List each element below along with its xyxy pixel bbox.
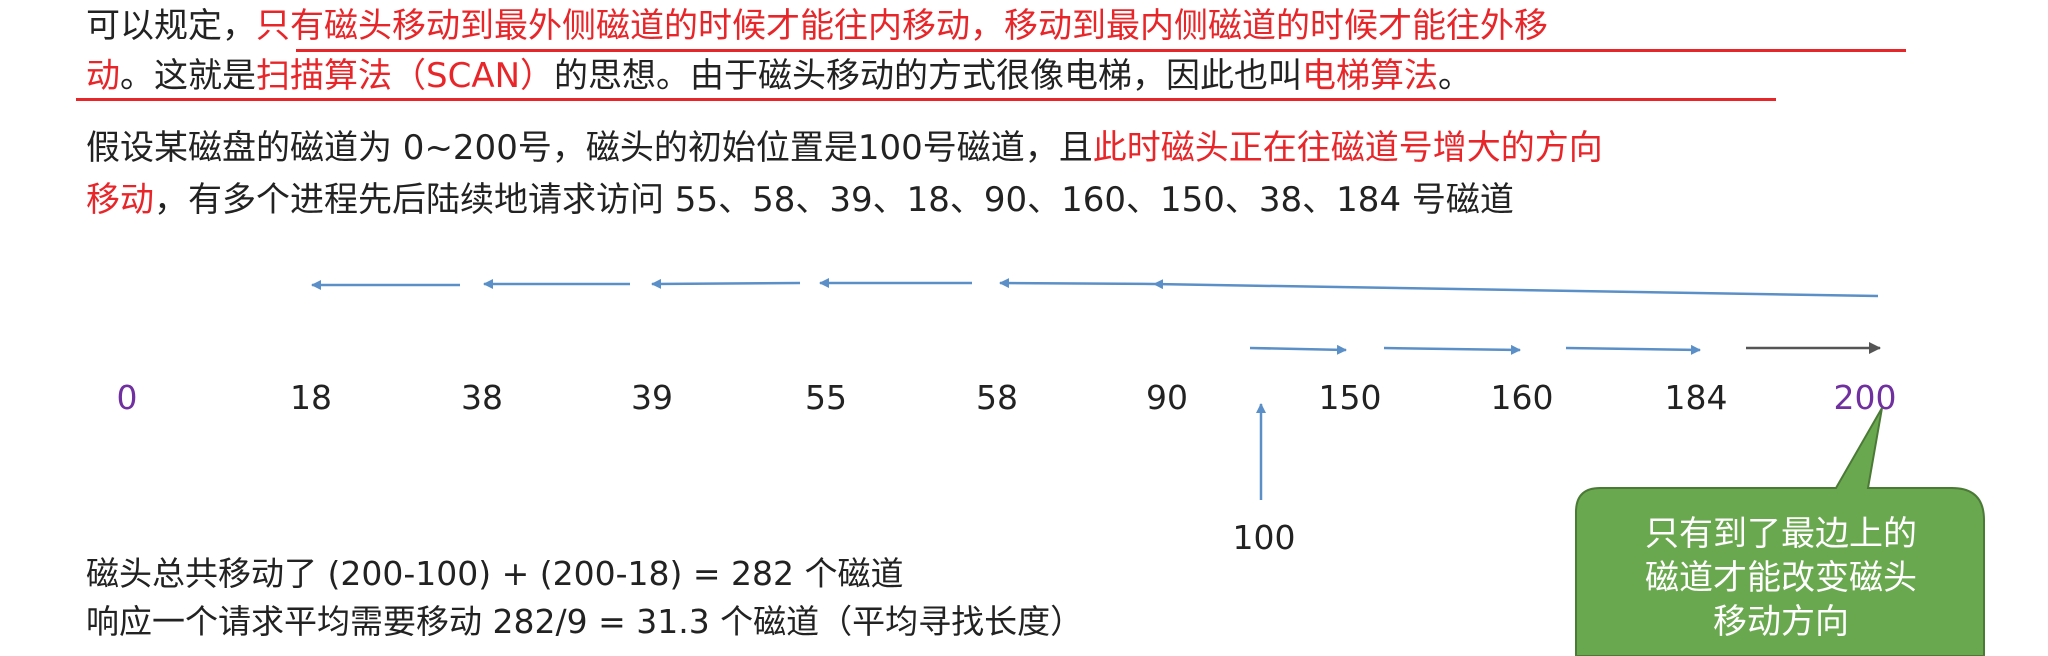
callout-line: 移动方向: [1713, 602, 1849, 642]
track-label-200: 200: [1833, 378, 1897, 417]
intro-highlight: 动: [86, 56, 120, 96]
track-label-55: 55: [805, 378, 847, 417]
problem-highlight: 此时磁头正在往磁道号增大的方向: [1092, 128, 1603, 168]
summary-average: 响应一个请求平均需要移动 282/9 = 31.3 个磁道（平均寻找长度）: [86, 602, 1084, 641]
callout-line: 磁道才能改变磁头: [1645, 558, 1917, 598]
underline-1: [296, 49, 1906, 52]
move-arrow-150-160: [1383, 344, 1521, 355]
intro-line-2: 动。这就是扫描算法（SCAN）的思想。由于磁头移动的方式很像电梯，因此也叫电梯算…: [86, 56, 1472, 96]
problem-line-2: 移动，有多个进程先后陆续地请求访问 55、58、39、18、90、160、150…: [86, 180, 1514, 220]
move-arrow-100-150: [1249, 344, 1347, 355]
track-label-0: 0: [116, 378, 138, 417]
intro-text: 。这就是: [120, 56, 256, 96]
intro-text: 。: [1438, 56, 1473, 96]
track-label-39: 39: [631, 378, 673, 417]
intro-text: 可以规定，: [86, 6, 256, 46]
intro-line-1: 可以规定，只有磁头移动到最外侧磁道的时候才能往内移动，移动到最内侧磁道的时候才能…: [86, 6, 1548, 46]
track-label-18: 18: [290, 378, 332, 417]
intro-highlight: 只有磁头移动到最外侧磁道的时候才能往内移动，移动到最内侧磁道的时候才能往外移: [256, 6, 1548, 46]
track-label-150: 150: [1318, 378, 1382, 417]
elevator-algorithm-term: 电梯算法: [1302, 56, 1439, 96]
problem-text: 假设某磁盘的磁道为 0~200号，磁头的初始位置是100号磁道，且: [86, 128, 1093, 168]
track-label-160: 160: [1490, 378, 1554, 417]
problem-line-1: 假设某磁盘的磁道为 0~200号，磁头的初始位置是100号磁道，且此时磁头正在往…: [86, 128, 1603, 168]
move-arrow-200-90: [1153, 279, 1879, 298]
callout-line: 只有到了最边上的: [1645, 514, 1917, 554]
problem-highlight: 移动: [86, 180, 154, 220]
move-arrow-160-184: [1565, 344, 1701, 355]
intro-text: 的思想。由于磁头移动的方式很像电梯，因此也叫: [554, 56, 1303, 96]
track-label-90: 90: [1146, 378, 1188, 417]
start-position-label: 100: [1232, 518, 1296, 557]
problem-text: ，有多个进程先后陆续地请求访问 55、58、39、18、90、160、150、3…: [154, 180, 1514, 220]
move-arrow-90-58: [999, 278, 1155, 289]
track-label-38: 38: [461, 378, 503, 417]
scan-algorithm-term: 扫描算法（SCAN）: [256, 56, 555, 96]
callout-text: 只有到了最边上的 磁道才能改变磁头 移动方向: [1576, 512, 1986, 644]
summary-total: 磁头总共移动了 (200-100) + (200-18) = 282 个磁道: [86, 554, 904, 593]
move-arrow-55-39: [651, 278, 801, 289]
track-label-58: 58: [976, 378, 1018, 417]
underline-2: [76, 98, 1776, 101]
track-label-184: 184: [1664, 378, 1728, 417]
